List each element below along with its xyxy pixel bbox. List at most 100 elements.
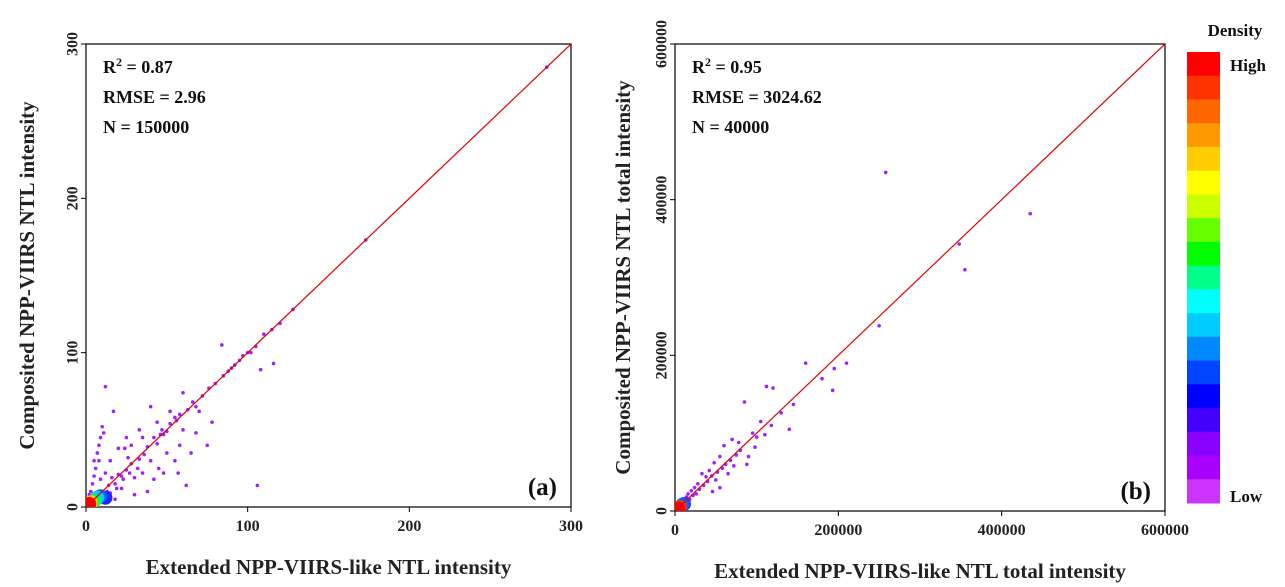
scatter-point xyxy=(763,432,767,437)
scatter-point xyxy=(103,384,108,389)
x-tick-label: 200000 xyxy=(814,522,862,539)
scatter-point xyxy=(769,423,774,428)
scatter-point xyxy=(700,471,704,476)
legend-swatch xyxy=(1187,52,1220,77)
scatter-point xyxy=(190,400,195,404)
legend-swatch xyxy=(1187,289,1220,314)
legend-swatch xyxy=(1187,313,1220,338)
scatter-point xyxy=(963,267,967,272)
scatter-point xyxy=(787,427,792,432)
scatter-point xyxy=(100,424,104,429)
scatter-point xyxy=(197,409,201,414)
scatter-point xyxy=(148,404,153,409)
legend-low-label: Low xyxy=(1230,487,1263,506)
scatter-point xyxy=(140,471,145,475)
scatter-point xyxy=(704,474,708,479)
scatter-point xyxy=(111,409,116,414)
scatter-point xyxy=(152,477,156,482)
scatter-point xyxy=(707,468,712,473)
scatter-point xyxy=(194,431,198,435)
scatter-point xyxy=(168,409,172,414)
scatter-point xyxy=(692,485,697,490)
scatter-point xyxy=(742,400,747,404)
scatter-point xyxy=(177,443,182,448)
scatter-point xyxy=(142,452,146,457)
scatter-point xyxy=(113,497,117,502)
scatter-point xyxy=(877,323,881,328)
scatter-point xyxy=(764,384,769,389)
scatter-point xyxy=(746,454,751,459)
y-axis-title: Composited NPP-VIIRS NTL total intensity xyxy=(611,80,635,475)
scatter-point xyxy=(129,443,134,448)
legend-swatch xyxy=(1187,146,1220,172)
scatter-point xyxy=(732,464,736,468)
scatter-point xyxy=(103,471,108,475)
scatter-point xyxy=(710,489,715,494)
scatter-point xyxy=(730,437,734,442)
y-tick-label: 300 xyxy=(65,32,82,56)
scatter-point xyxy=(123,446,127,451)
scatter-point xyxy=(205,443,210,448)
scatter-point xyxy=(148,458,153,463)
scatter-point xyxy=(832,366,837,371)
legend-swatch xyxy=(1187,218,1220,243)
scatter-point xyxy=(155,441,159,446)
y-tick-label: 0 xyxy=(654,507,671,515)
y-tick-label: 600000 xyxy=(654,20,671,68)
x-tick-label: 0 xyxy=(671,522,679,539)
scatter-point xyxy=(155,420,159,424)
scatter-point xyxy=(262,332,266,336)
scatter-point xyxy=(791,402,796,407)
scatter-point xyxy=(753,445,757,449)
scatter-point xyxy=(184,483,189,488)
scatter-point xyxy=(714,478,718,482)
scatter-point xyxy=(255,483,260,488)
scatter-point xyxy=(113,482,117,486)
x-axis-title: Extended NPP-VIIRS-like NTL intensity xyxy=(146,555,512,579)
scatter-point xyxy=(820,376,824,381)
x-tick-label: 200 xyxy=(397,518,421,535)
fit-line xyxy=(86,44,571,507)
scatter-point xyxy=(181,390,185,395)
scatter-point xyxy=(194,404,198,409)
scatter-point xyxy=(119,486,124,491)
data-layer xyxy=(675,44,1165,511)
legend-swatch xyxy=(1187,265,1220,290)
scatter-point xyxy=(249,350,253,355)
scatter-point xyxy=(97,458,101,463)
scatter-point xyxy=(119,474,124,478)
scatter-point xyxy=(771,386,775,390)
scatter-point xyxy=(745,462,749,467)
scatter-point xyxy=(126,455,130,460)
legend-swatch xyxy=(1187,99,1220,124)
legend-swatch xyxy=(1187,455,1220,480)
scatter-point xyxy=(957,242,961,246)
scatter-point xyxy=(98,477,103,482)
legend-swatch xyxy=(1187,479,1220,504)
legend-swatch xyxy=(1187,75,1220,100)
legend-swatch xyxy=(1187,336,1220,362)
panel-label: (a) xyxy=(528,474,557,501)
legend-swatch xyxy=(1187,431,1220,457)
scatter-point xyxy=(137,457,142,461)
scatter-point xyxy=(271,361,276,366)
scatter-point xyxy=(803,361,808,365)
density-legend: Density High Low xyxy=(1187,21,1266,506)
scatter-point xyxy=(101,431,106,435)
legend-swatch xyxy=(1187,408,1220,433)
data-layer xyxy=(86,44,571,507)
x-tick-label: 100 xyxy=(236,518,260,535)
x-tick-label: 0 xyxy=(82,518,90,535)
scatter-point xyxy=(220,343,224,347)
scatter-point xyxy=(883,170,888,175)
scatter-point xyxy=(156,466,161,471)
scatter-point xyxy=(116,446,121,451)
legend-swatch xyxy=(1187,123,1220,148)
scatter-point xyxy=(686,492,690,496)
legend-swatch xyxy=(1187,384,1220,409)
scatter-point xyxy=(726,471,730,476)
scatter-point xyxy=(165,451,169,455)
scatter-point xyxy=(779,411,783,415)
scatter-point xyxy=(114,486,119,491)
